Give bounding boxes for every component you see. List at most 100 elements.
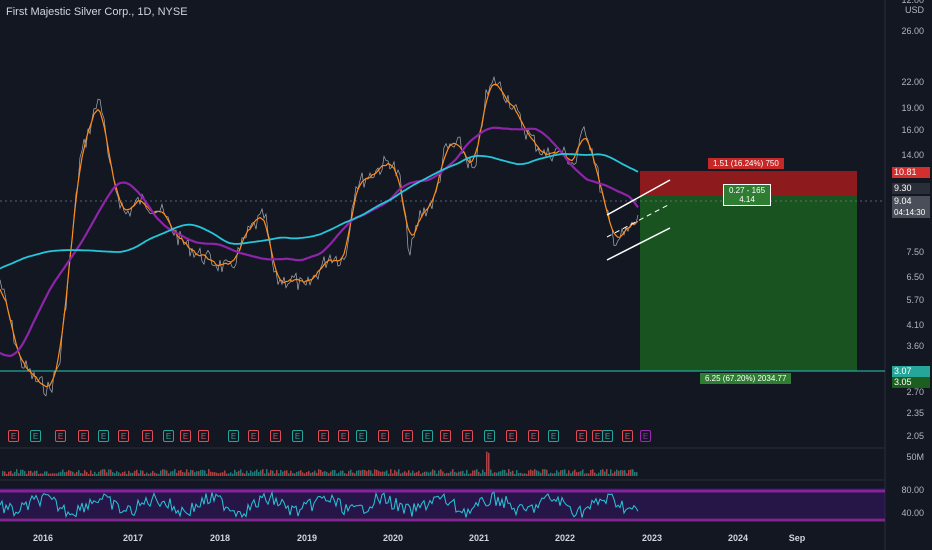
- volume-bar: [598, 472, 600, 476]
- rsi-axis-lower: 40.00: [901, 508, 924, 518]
- earnings-icon[interactable]: E: [8, 430, 19, 442]
- volume-bar: [134, 470, 136, 476]
- earnings-icon[interactable]: E: [440, 430, 451, 442]
- volume-bar: [558, 472, 560, 476]
- price-axis-label: 2.70: [906, 387, 924, 397]
- volume-bar: [542, 469, 544, 476]
- volume-bar: [356, 470, 358, 476]
- earnings-icon[interactable]: E: [142, 430, 153, 442]
- volume-bar: [532, 470, 534, 476]
- earnings-icon[interactable]: E: [462, 430, 473, 442]
- volume-bar: [316, 472, 318, 476]
- entry-label[interactable]: 0.27 - 165 4.14: [723, 184, 772, 206]
- earnings-icon[interactable]: E: [484, 430, 495, 442]
- volume-bar: [24, 471, 26, 476]
- time-axis-label: 2022: [554, 533, 576, 543]
- volume-bar: [72, 471, 74, 476]
- volume-bar: [290, 470, 292, 476]
- volume-bar: [390, 469, 392, 476]
- earnings-icon[interactable]: E: [506, 430, 517, 442]
- earnings-icon[interactable]: E: [338, 430, 349, 442]
- earnings-icon[interactable]: E: [78, 430, 89, 442]
- volume-bar: [180, 470, 182, 476]
- earnings-icon[interactable]: E: [622, 430, 633, 442]
- volume-bar: [408, 470, 410, 476]
- volume-bar: [510, 471, 512, 476]
- volume-bar: [482, 469, 484, 476]
- earnings-icon[interactable]: E: [640, 430, 651, 442]
- earnings-icon[interactable]: E: [248, 430, 259, 442]
- volume-bar: [578, 471, 580, 476]
- earnings-icon[interactable]: E: [356, 430, 367, 442]
- volume-bar: [292, 472, 294, 476]
- earnings-icon[interactable]: E: [228, 430, 239, 442]
- currency-label: USD: [904, 5, 924, 15]
- earnings-icon[interactable]: E: [422, 430, 433, 442]
- price-axis-label: 3.60: [906, 341, 924, 351]
- volume-bar: [48, 473, 50, 476]
- volume-bar: [346, 473, 348, 476]
- volume-bar: [126, 473, 128, 476]
- earnings-icon[interactable]: E: [378, 430, 389, 442]
- earnings-icon[interactable]: E: [180, 430, 191, 442]
- earnings-icon[interactable]: E: [602, 430, 613, 442]
- volume-bar: [556, 470, 558, 476]
- earnings-icon[interactable]: E: [118, 430, 129, 442]
- volume-bar: [30, 470, 32, 476]
- volume-bar: [130, 472, 132, 476]
- earnings-icon[interactable]: E: [270, 430, 281, 442]
- volume-bar: [258, 472, 260, 476]
- risk-label[interactable]: 1.51 (16.24%) 750: [708, 158, 784, 169]
- volume-bar: [358, 470, 360, 476]
- volume-bar: [84, 470, 86, 476]
- volume-bar: [250, 470, 252, 476]
- volume-bar: [160, 470, 162, 476]
- volume-bar: [364, 470, 366, 476]
- volume-bar: [394, 470, 396, 476]
- reward-label[interactable]: 6.25 (67.20%) 2034.77: [700, 373, 792, 384]
- time-axis-label: 2024: [727, 533, 749, 543]
- volume-bar: [32, 472, 34, 476]
- volume-bar: [304, 473, 306, 476]
- price-axis-label: 7.50: [906, 247, 924, 257]
- earnings-icon[interactable]: E: [576, 430, 587, 442]
- earnings-icon[interactable]: E: [98, 430, 109, 442]
- volume-bar: [410, 472, 412, 476]
- volume-bar: [78, 470, 80, 476]
- price-axis-label: 2.35: [906, 408, 924, 418]
- volume-bar: [168, 473, 170, 476]
- volume-bar: [14, 471, 16, 476]
- volume-bar: [142, 470, 144, 476]
- earnings-icon[interactable]: E: [318, 430, 329, 442]
- earnings-icon[interactable]: E: [55, 430, 66, 442]
- volume-bar: [90, 470, 92, 476]
- volume-bar: [138, 473, 140, 476]
- volume-bar: [520, 472, 522, 476]
- earnings-icon[interactable]: E: [292, 430, 303, 442]
- volume-bar: [332, 469, 334, 476]
- volume-bar: [16, 469, 18, 476]
- volume-bar: [244, 473, 246, 476]
- volume-bar: [92, 473, 94, 476]
- volume-bar: [438, 470, 440, 476]
- earnings-icon[interactable]: E: [528, 430, 539, 442]
- earnings-icon[interactable]: E: [163, 430, 174, 442]
- volume-bar: [288, 473, 290, 476]
- volume-bar: [170, 471, 172, 476]
- earnings-icon[interactable]: E: [198, 430, 209, 442]
- volume-bar: [320, 469, 322, 476]
- volume-bar: [324, 471, 326, 476]
- volume-bar: [594, 472, 596, 476]
- volume-bar: [430, 471, 432, 476]
- volume-bar: [502, 469, 504, 476]
- volume-bar: [552, 473, 554, 476]
- volume-bar: [382, 471, 384, 476]
- earnings-icon[interactable]: E: [402, 430, 413, 442]
- earnings-icon[interactable]: E: [548, 430, 559, 442]
- volume-bar: [376, 469, 378, 476]
- earnings-icon[interactable]: E: [30, 430, 41, 442]
- price-series: [0, 75, 639, 397]
- volume-bar: [242, 472, 244, 476]
